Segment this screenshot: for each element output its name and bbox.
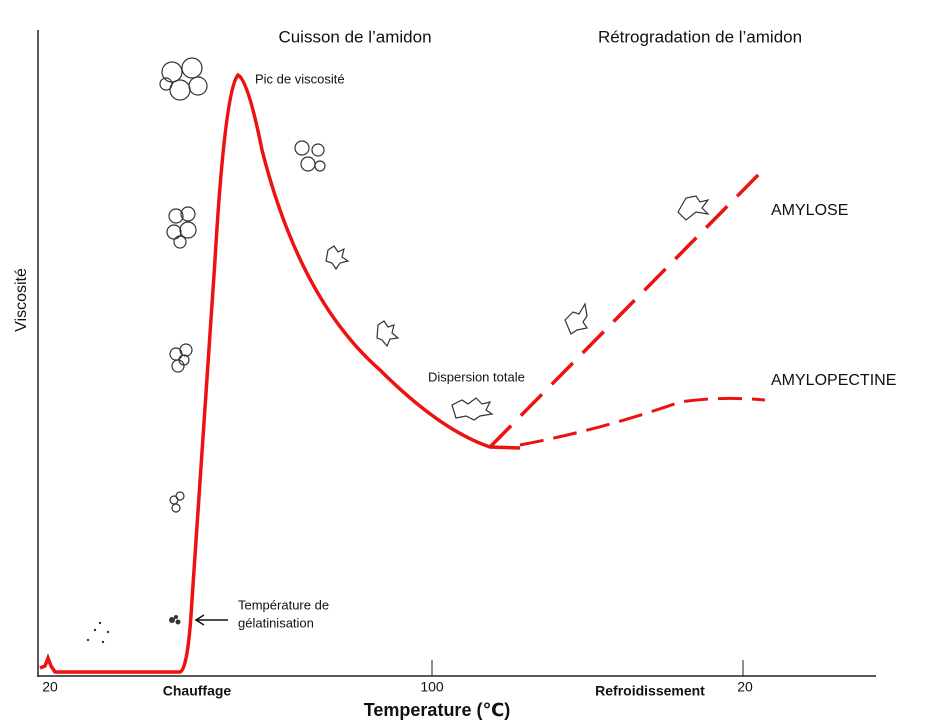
curve-label: AMYLOPECTINE [771, 372, 896, 389]
annotation: gélatinisation [238, 615, 314, 630]
x-tick-label: 20 [42, 679, 58, 695]
viscosity-curve [39, 72, 521, 674]
section-title: Cuisson de l’amidon [278, 27, 431, 46]
annotation: Dispersion totale [428, 369, 525, 384]
granules [86, 57, 710, 644]
arrow [194, 614, 228, 626]
x-tick-label: 20 [737, 679, 753, 695]
section-title: Rétrogradation de l’amidon [598, 27, 802, 46]
x-tick-label: Chauffage [163, 683, 232, 699]
amylopectine-curve [519, 396, 766, 447]
x-tick-label: Refroidissement [595, 683, 705, 699]
annotation: Température de [238, 597, 329, 612]
annotation: Pic de viscosité [255, 71, 345, 86]
y-axis-label: Viscosité [13, 268, 30, 332]
amylose-curve [488, 166, 767, 449]
x-axis-label: Temperature (℃) [364, 700, 511, 720]
curve-label: AMYLOSE [771, 202, 848, 219]
x-tick-label: 100 [420, 679, 444, 695]
